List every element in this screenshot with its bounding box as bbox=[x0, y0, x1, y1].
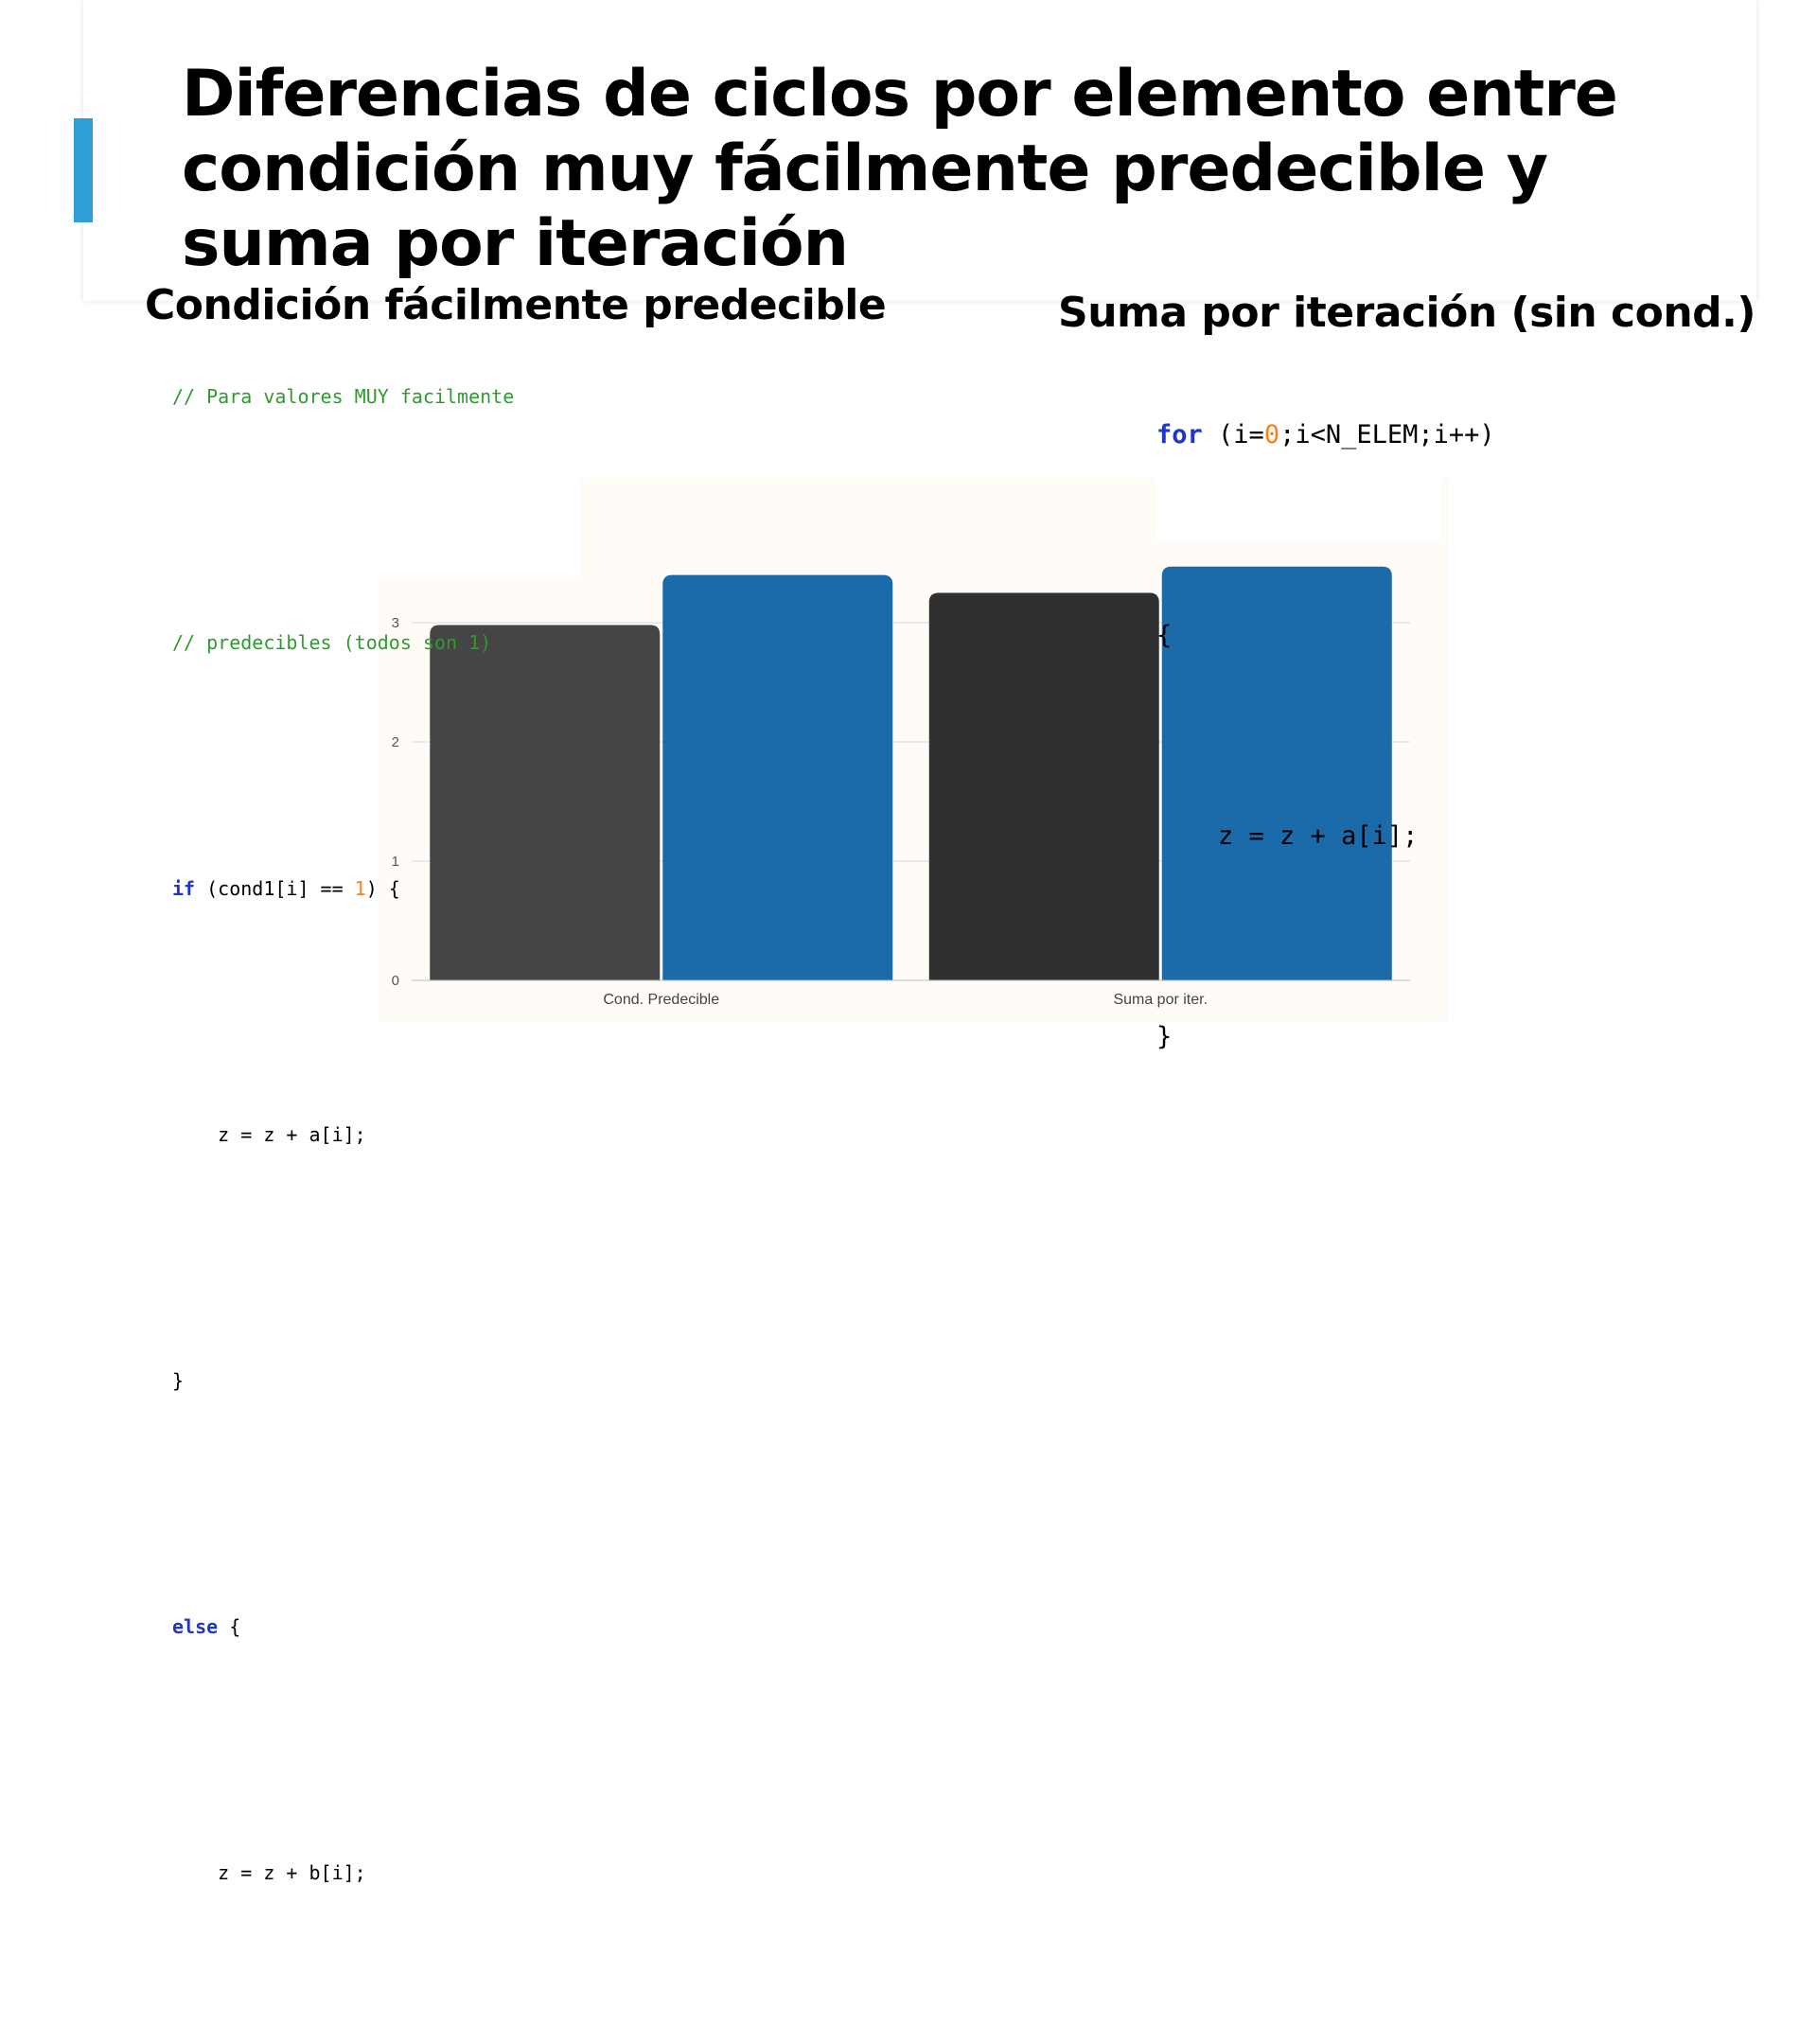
code-line-4: } bbox=[1156, 1022, 1173, 1051]
code-line-1: // Para valores MUY facilmente bbox=[172, 385, 515, 408]
code-line-2: // predecibles (todos son 1) bbox=[172, 631, 492, 654]
bar-1-1 bbox=[430, 625, 661, 980]
code-line-2: { bbox=[1156, 621, 1173, 650]
y-tick-label: 1 bbox=[392, 854, 399, 870]
bar-2-2 bbox=[1161, 566, 1392, 980]
code-line-3: if (cond1[i] == 1) { bbox=[172, 877, 400, 900]
code-line-1: for (i=0;i<N_ELEM;i++) bbox=[1156, 420, 1495, 449]
code-line-4: z = z + a[i]; bbox=[172, 1123, 366, 1146]
code-line-7: z = z + b[i]; bbox=[172, 1861, 366, 1884]
left-panel-heading: Condición fácilmente predecible bbox=[145, 281, 887, 329]
y-tick-label: 3 bbox=[392, 615, 399, 631]
bar-2-1 bbox=[928, 592, 1159, 980]
code-line-3: z = z + a[i]; bbox=[1156, 821, 1419, 851]
x-category-label: Suma por iter. bbox=[1113, 992, 1208, 1008]
right-panel-heading: Suma por iteración (sin cond.) bbox=[1058, 289, 1755, 337]
right-code-snippet: for (i=0;i<N_ELEM;i++) { z = z + a[i]; } bbox=[1156, 379, 1495, 1051]
accent-bar bbox=[74, 118, 93, 222]
slide-title: Diferencias de ciclos por elemento entre… bbox=[182, 57, 1618, 281]
code-line-6: else { bbox=[172, 1615, 241, 1638]
left-code-snippet: // Para valores MUY facilmente // predec… bbox=[168, 355, 581, 1884]
x-category-label: Cond. Predecible bbox=[603, 992, 719, 1008]
y-tick-label: 2 bbox=[392, 734, 399, 750]
title-card bbox=[83, 0, 1756, 301]
y-tick-label: 0 bbox=[392, 973, 399, 989]
code-line-5: } bbox=[172, 1369, 185, 1392]
bar-1-2 bbox=[662, 574, 893, 980]
chart-canvas: 0 1 2 3 Cond. Predecible Suma por iter. bbox=[392, 566, 1410, 1008]
